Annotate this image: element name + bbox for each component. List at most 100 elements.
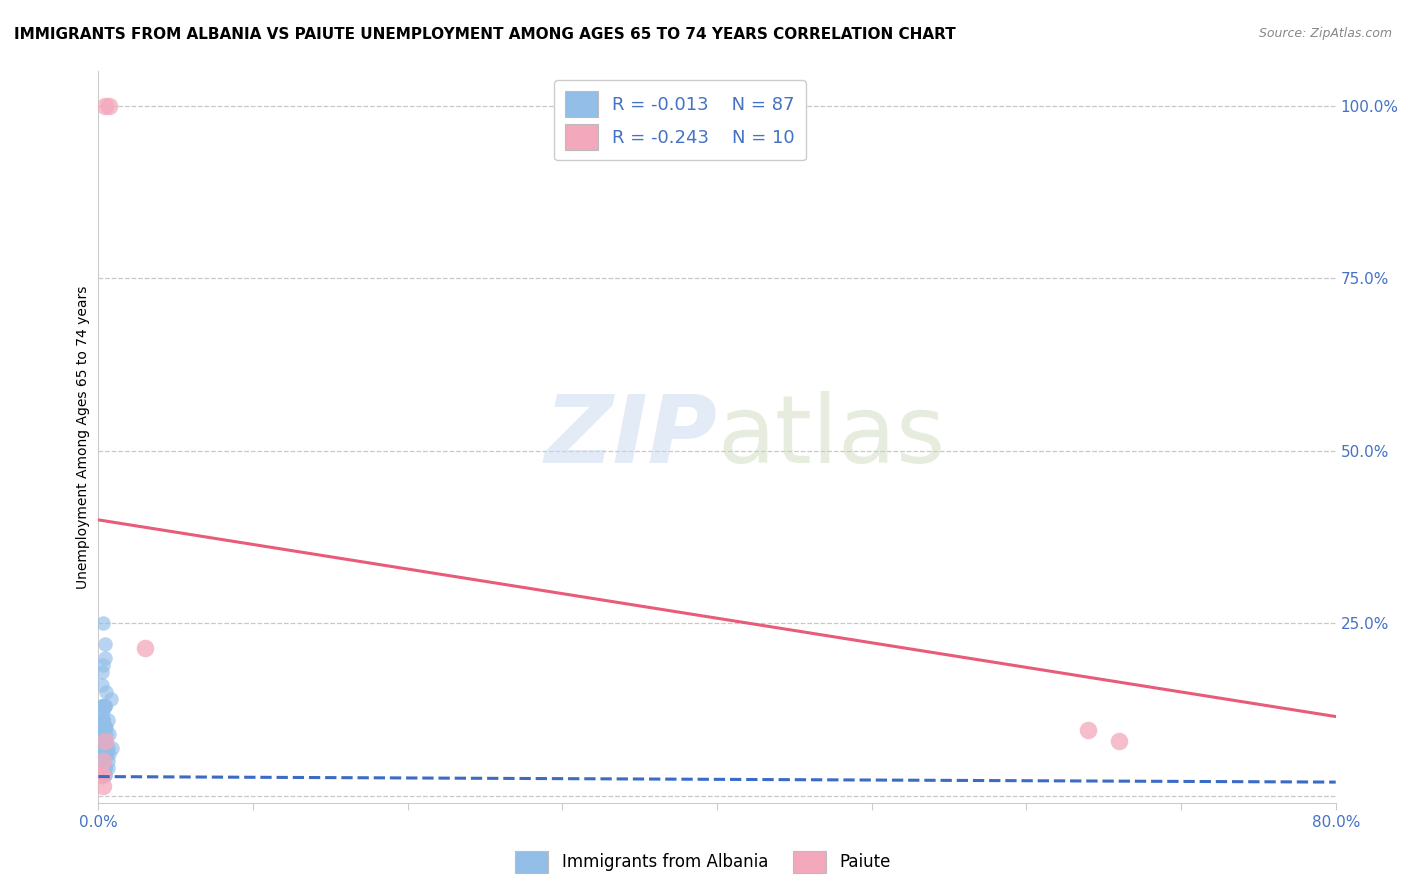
Point xyxy=(91,747,114,762)
Point xyxy=(90,678,112,692)
Point xyxy=(93,761,115,775)
Point xyxy=(93,99,115,113)
Point xyxy=(90,740,112,755)
Point xyxy=(91,616,114,631)
Point xyxy=(93,733,115,747)
Point xyxy=(93,699,115,714)
Point xyxy=(91,713,114,727)
Point xyxy=(96,747,118,762)
Point xyxy=(90,699,112,714)
Y-axis label: Unemployment Among Ages 65 to 74 years: Unemployment Among Ages 65 to 74 years xyxy=(76,285,90,589)
Point xyxy=(90,747,112,762)
Point xyxy=(90,720,112,734)
Point xyxy=(90,733,112,747)
Point xyxy=(91,761,114,775)
Point xyxy=(93,733,115,747)
Point xyxy=(90,727,112,741)
Point xyxy=(96,727,118,741)
Point xyxy=(90,727,112,741)
Point xyxy=(91,740,114,755)
Point xyxy=(100,692,122,706)
Point xyxy=(93,740,115,755)
Text: Source: ZipAtlas.com: Source: ZipAtlas.com xyxy=(1258,27,1392,40)
Point xyxy=(90,665,112,679)
Point xyxy=(90,727,112,741)
Point xyxy=(90,768,112,782)
Point xyxy=(91,740,114,755)
Legend: Immigrants from Albania, Paiute: Immigrants from Albania, Paiute xyxy=(509,845,897,880)
Point xyxy=(91,720,114,734)
Point xyxy=(90,768,112,782)
Text: ZIP: ZIP xyxy=(544,391,717,483)
Text: atlas: atlas xyxy=(717,391,945,483)
Point xyxy=(97,761,120,775)
Point xyxy=(91,727,114,741)
Point xyxy=(90,733,112,747)
Point xyxy=(90,740,112,755)
Point xyxy=(98,747,121,762)
Point xyxy=(101,740,124,755)
Point xyxy=(91,720,114,734)
Point xyxy=(134,640,156,655)
Point xyxy=(90,768,112,782)
Point xyxy=(91,713,114,727)
Point xyxy=(96,740,118,755)
Point xyxy=(91,755,114,769)
Point xyxy=(91,740,114,755)
Point xyxy=(90,740,112,755)
Point xyxy=(91,720,114,734)
Point xyxy=(90,768,112,782)
Point xyxy=(93,720,115,734)
Point xyxy=(93,651,115,665)
Point xyxy=(91,713,114,727)
Point xyxy=(90,761,112,775)
Point xyxy=(90,720,112,734)
Point xyxy=(90,747,112,762)
Point xyxy=(97,740,120,755)
Point xyxy=(91,747,114,762)
Point xyxy=(91,699,114,714)
Point xyxy=(96,747,118,762)
Point xyxy=(97,755,120,769)
Text: IMMIGRANTS FROM ALBANIA VS PAIUTE UNEMPLOYMENT AMONG AGES 65 TO 74 YEARS CORRELA: IMMIGRANTS FROM ALBANIA VS PAIUTE UNEMPL… xyxy=(14,27,956,42)
Point xyxy=(90,699,112,714)
Point xyxy=(93,768,115,782)
Point xyxy=(91,768,114,782)
Point xyxy=(90,768,112,782)
Point xyxy=(91,706,114,720)
Point xyxy=(93,733,115,747)
Point xyxy=(93,699,115,714)
Point xyxy=(96,747,118,762)
Point xyxy=(91,713,114,727)
Point xyxy=(1077,723,1099,738)
Point xyxy=(96,720,118,734)
Point xyxy=(91,720,114,734)
Point xyxy=(90,747,112,762)
Point xyxy=(90,761,112,775)
Point xyxy=(90,761,112,775)
Point xyxy=(90,699,112,714)
Point xyxy=(91,761,114,775)
Point xyxy=(97,713,120,727)
Point xyxy=(93,733,115,747)
Point xyxy=(91,657,114,672)
Point xyxy=(91,779,114,793)
Point xyxy=(91,761,114,775)
Legend: R = -0.013    N = 87, R = -0.243    N = 10: R = -0.013 N = 87, R = -0.243 N = 10 xyxy=(554,80,806,161)
Point xyxy=(93,761,115,775)
Point xyxy=(93,740,115,755)
Point xyxy=(98,99,121,113)
Point xyxy=(93,768,115,782)
Point xyxy=(90,761,112,775)
Point xyxy=(91,727,114,741)
Point xyxy=(93,699,115,714)
Point xyxy=(91,720,114,734)
Point xyxy=(93,720,115,734)
Point xyxy=(91,747,114,762)
Point xyxy=(96,747,118,762)
Point xyxy=(91,761,114,775)
Point xyxy=(98,727,121,741)
Point xyxy=(91,761,114,775)
Point xyxy=(1108,733,1130,747)
Point xyxy=(93,637,115,651)
